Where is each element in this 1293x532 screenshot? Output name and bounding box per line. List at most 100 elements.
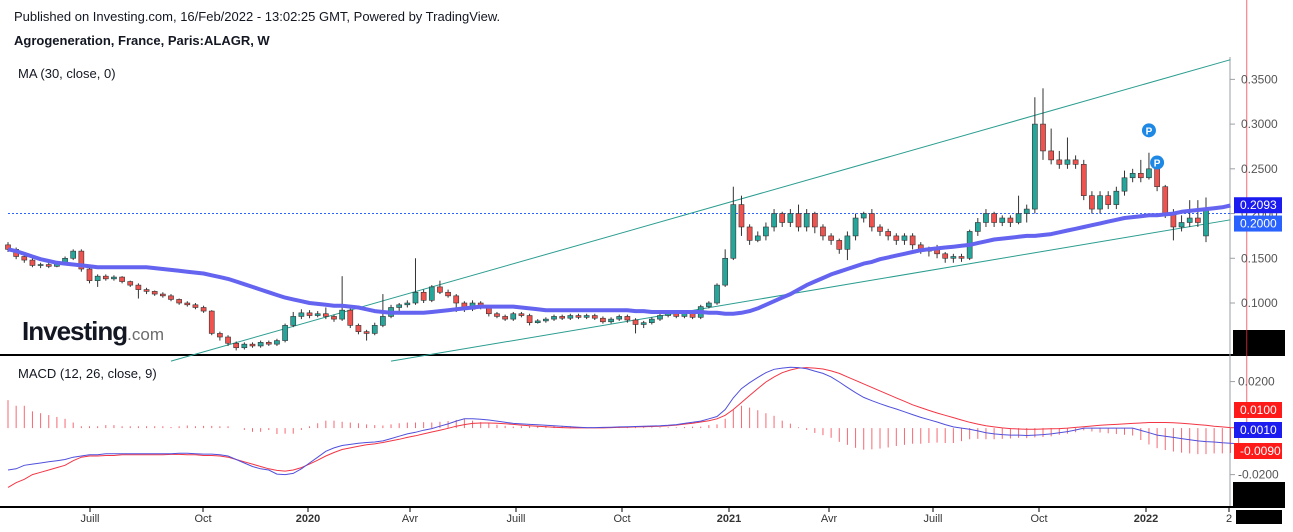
candle <box>37 262 44 269</box>
macd-value-box <box>1234 422 1282 438</box>
pin-marker-circle <box>1150 155 1165 170</box>
macd-tick-label: -0.0200 <box>1238 468 1279 482</box>
macd-value-label: -0.0090 <box>1240 444 1281 458</box>
pane-corner-block <box>1233 330 1285 354</box>
candle <box>632 318 639 334</box>
candle <box>787 209 794 227</box>
candle-body <box>1089 195 1095 210</box>
candle-body <box>168 295 174 300</box>
candle-body <box>1105 195 1112 205</box>
candle-body <box>1048 150 1054 161</box>
pin-marker: P <box>1150 155 1165 170</box>
candle-body <box>583 315 590 318</box>
pin-marker-label: P <box>1146 126 1153 137</box>
candle <box>290 311 297 328</box>
candle-body <box>1203 208 1209 237</box>
candle <box>323 307 329 320</box>
candle <box>730 186 737 261</box>
candle-body <box>453 295 460 304</box>
pin-marker: P <box>1141 123 1156 138</box>
logo-domain: .com <box>127 325 164 344</box>
candle-body <box>950 256 957 259</box>
candle <box>355 323 362 335</box>
price-tick-label: 0.1000 <box>1241 296 1278 310</box>
candle <box>1129 168 1136 183</box>
candle-body <box>763 226 769 237</box>
candle <box>102 274 109 281</box>
candle <box>1186 200 1193 227</box>
candle <box>754 231 761 243</box>
candle-body <box>958 256 965 259</box>
candle <box>1154 167 1160 192</box>
candle-body <box>901 235 908 241</box>
macd-indicator-label[interactable]: MACD (12, 26, close, 9) <box>18 366 157 381</box>
candle-body <box>1162 186 1169 214</box>
candle-body <box>543 318 549 322</box>
candle <box>1056 150 1063 169</box>
candle <box>257 340 264 348</box>
candle-body <box>1056 159 1063 165</box>
candle <box>1121 170 1128 196</box>
candle <box>877 224 883 236</box>
candle-body <box>192 304 199 308</box>
candle-body <box>428 286 435 301</box>
candle <box>176 298 182 305</box>
candle <box>1146 152 1152 180</box>
candle <box>942 252 949 263</box>
candle <box>208 310 215 336</box>
pane-corner-block <box>1233 482 1285 506</box>
candle-body <box>877 226 883 232</box>
last-price-box <box>1234 197 1282 214</box>
candle-body <box>608 318 614 323</box>
price-axis: 0.1000 0.1500 0.2000 0.2500 0.3000 0.3500 0.20… <box>1230 72 1282 482</box>
candle-body <box>1154 168 1160 188</box>
candle-body <box>371 325 378 334</box>
candle-body <box>803 213 810 228</box>
time-tick-label: Oct <box>613 513 630 525</box>
candle-body <box>828 235 834 241</box>
candle-body <box>290 316 297 326</box>
candle <box>820 224 826 241</box>
candle-body <box>893 235 900 241</box>
candle-body <box>282 325 288 341</box>
candle-body <box>559 316 566 319</box>
candle <box>298 309 305 320</box>
candle <box>265 340 272 346</box>
candle-body <box>1032 123 1038 210</box>
candle <box>143 287 150 295</box>
candle-body <box>111 276 117 280</box>
candle <box>869 209 875 232</box>
candle <box>518 311 525 318</box>
candle <box>200 305 207 313</box>
macd-value-label: 0.0010 <box>1240 423 1277 437</box>
candle-body <box>754 235 761 241</box>
candle-body <box>1137 172 1144 179</box>
ma-indicator-label[interactable]: MA (30, close, 0) <box>18 66 116 81</box>
candle-body <box>1064 159 1071 165</box>
macd-value-box <box>1234 443 1282 459</box>
candle-body <box>999 217 1006 223</box>
candle <box>722 249 728 287</box>
candle <box>591 313 598 321</box>
ma-line <box>7 203 1231 316</box>
candle <box>502 314 508 321</box>
candle-body <box>714 284 720 304</box>
candle-body <box>331 316 337 320</box>
time-tick-label: 2 <box>1226 513 1232 525</box>
candle <box>608 317 614 324</box>
candle <box>738 195 745 236</box>
time-tick-label: Juill <box>924 513 943 525</box>
candle <box>714 283 720 305</box>
candle-body <box>396 304 403 308</box>
candle-body <box>632 319 639 325</box>
price-tick-label: 0.2500 <box>1241 162 1278 176</box>
candle-body <box>1195 217 1201 223</box>
candle <box>1137 159 1144 183</box>
candle <box>909 233 916 250</box>
candle-body <box>184 302 191 306</box>
candle <box>151 290 158 296</box>
pin-marker-label: P <box>1154 159 1161 170</box>
candle <box>600 316 606 324</box>
candle-body <box>795 213 802 228</box>
